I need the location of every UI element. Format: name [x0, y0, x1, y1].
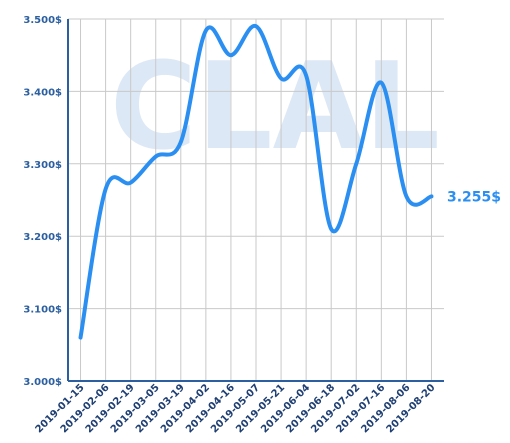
y-tick-label: 3.500$ [23, 15, 62, 26]
axes [67, 19, 444, 382]
y-tick-label: 3.100$ [23, 305, 62, 316]
y-axis-ticks: 3.500$ 3.400$ 3.300$ 3.200$ 3.100$ 3.000$ [23, 15, 62, 388]
last-value-label: 3.255$ [447, 189, 501, 205]
y-tick-label: 3.200$ [23, 232, 62, 243]
y-tick-label: 3.000$ [23, 377, 62, 388]
y-tick-label: 3.400$ [23, 87, 62, 98]
x-axis-ticks: 2019-01-152019-02-062019-02-192019-03-05… [34, 382, 438, 435]
price-series-line [78, 24, 434, 340]
y-tick-label: 3.300$ [23, 160, 62, 171]
